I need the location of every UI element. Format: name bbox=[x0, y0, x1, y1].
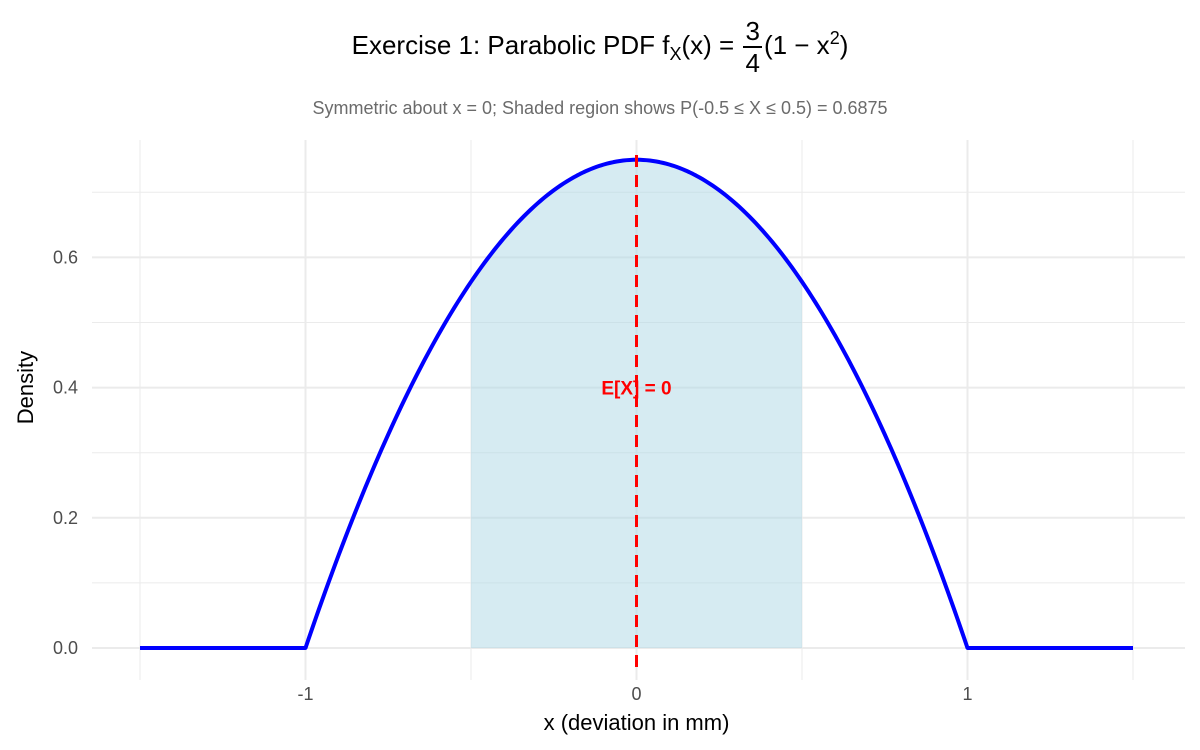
x-tick-label: 1 bbox=[962, 684, 972, 704]
y-tick-label: 0.6 bbox=[53, 247, 78, 267]
title-mid: (x) = bbox=[681, 29, 742, 60]
y-tick-label: 0.0 bbox=[53, 638, 78, 658]
y-tick-label: 0.4 bbox=[53, 378, 78, 398]
chart-subtitle: Symmetric about x = 0; Shaded region sho… bbox=[312, 98, 888, 118]
chart-title: Exercise 1: Parabolic PDF fX(x) = 3 4 (1 −… bbox=[0, 18, 1200, 76]
title-fraction-numerator: 3 bbox=[743, 16, 762, 48]
title-superscript: 2 bbox=[829, 27, 840, 48]
title-post: (1 − x bbox=[763, 29, 830, 60]
title-subscript: X bbox=[669, 43, 682, 64]
x-tick-label: -1 bbox=[297, 684, 313, 704]
mean-label: E[X] = 0 bbox=[601, 379, 671, 400]
y-tick-label: 0.2 bbox=[53, 508, 78, 528]
y-axis-ticks: 0.0 0.2 0.4 0.6 bbox=[53, 247, 78, 658]
x-axis-ticks: -1 0 1 bbox=[297, 684, 972, 704]
title-end: ) bbox=[839, 29, 849, 60]
title-fraction-denominator: 4 bbox=[745, 48, 760, 78]
title-prefix: Exercise 1: Parabolic PDF f bbox=[351, 29, 670, 60]
y-axis-label: Density bbox=[13, 351, 38, 424]
x-tick-label: 0 bbox=[631, 684, 641, 704]
x-axis-label: x (deviation in mm) bbox=[544, 710, 730, 735]
